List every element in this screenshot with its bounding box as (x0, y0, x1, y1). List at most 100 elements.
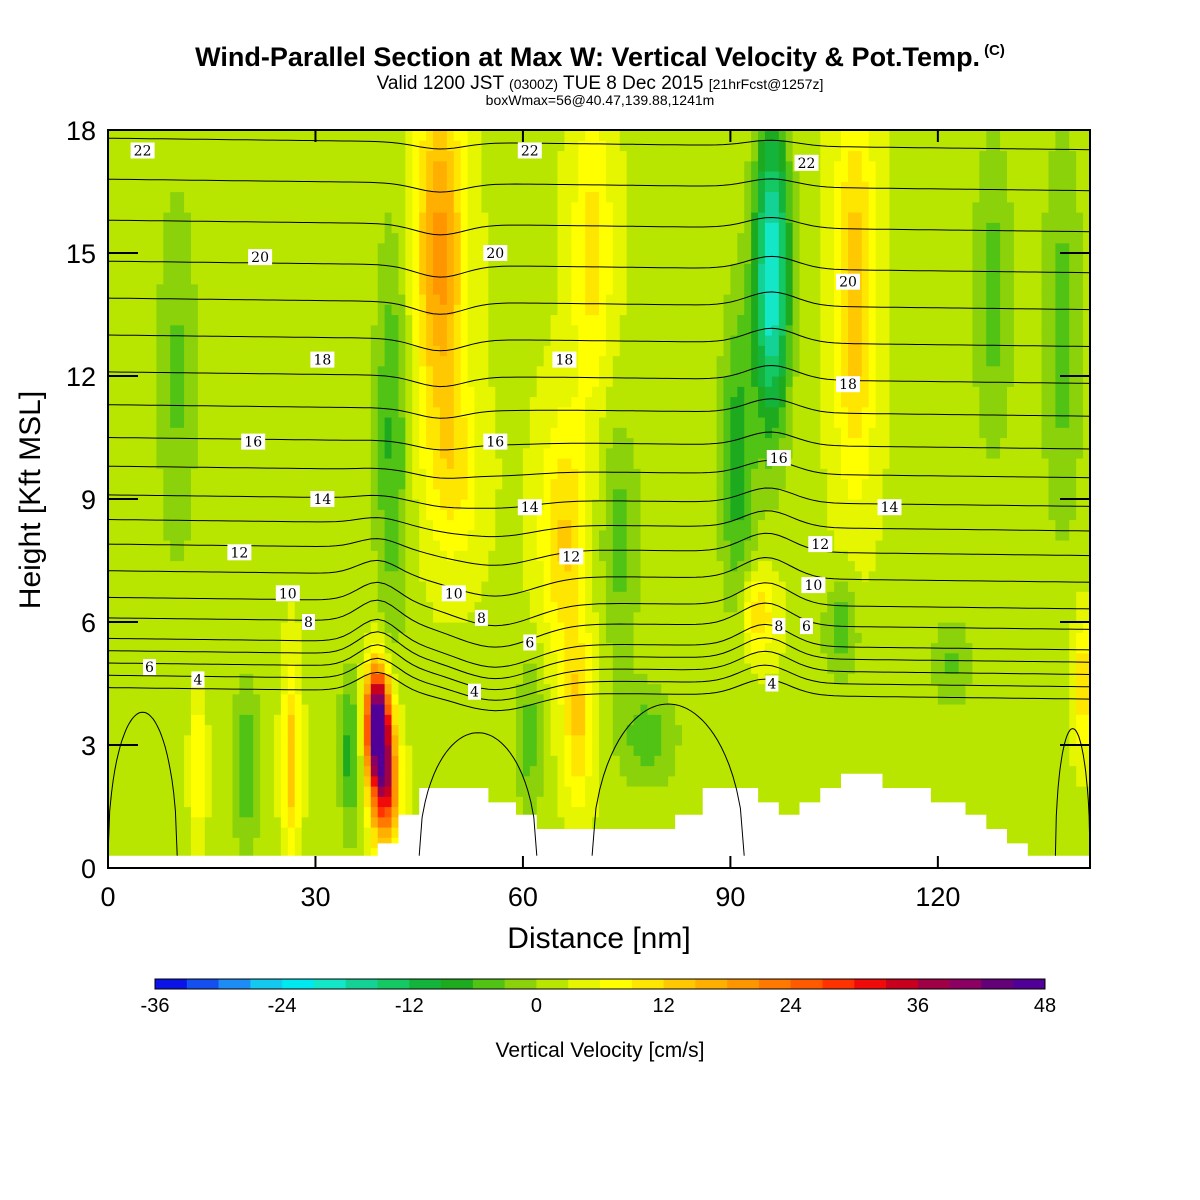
velocity-cell (267, 263, 275, 275)
velocity-cell (578, 242, 586, 254)
velocity-cell (446, 263, 455, 275)
velocity-cell (121, 324, 130, 336)
velocity-cell (336, 468, 344, 480)
velocity-cell (142, 796, 151, 808)
velocity-cell (211, 427, 220, 439)
velocity-cell (474, 171, 483, 182)
velocity-cell (239, 745, 247, 756)
velocity-cell (412, 324, 420, 336)
velocity-cell (433, 283, 441, 295)
velocity-cell (308, 406, 317, 418)
velocity-cell (460, 376, 469, 387)
velocity-cell (419, 652, 427, 664)
velocity-cell (204, 724, 213, 736)
velocity-cell (460, 611, 469, 623)
velocity-cell (177, 601, 185, 613)
velocity-cell (363, 622, 372, 633)
velocity-cell (336, 673, 344, 685)
velocity-cell (149, 324, 158, 336)
velocity-cell (481, 714, 489, 726)
velocity-cell (225, 570, 234, 582)
velocity-cell (578, 560, 586, 572)
velocity-cell (419, 427, 427, 439)
velocity-cell (363, 386, 372, 398)
velocity-cell (329, 601, 337, 613)
velocity-cell (253, 242, 261, 254)
velocity-cell (370, 827, 379, 838)
velocity-cell (156, 816, 164, 828)
velocity-cell (197, 263, 206, 275)
velocity-cell (294, 499, 303, 510)
velocity-cell (439, 550, 448, 562)
velocity-cell (578, 324, 586, 336)
velocity-cell (509, 365, 517, 377)
velocity-cell (495, 775, 503, 787)
velocity-cell (280, 140, 289, 152)
velocity-cell (550, 294, 559, 305)
velocity-cell (419, 273, 427, 285)
velocity-cell (481, 601, 489, 613)
velocity-cell (356, 222, 365, 234)
velocity-cell (419, 509, 427, 521)
velocity-cell (384, 437, 393, 449)
velocity-cell (350, 324, 358, 336)
velocity-cell (522, 263, 531, 275)
velocity-cell (170, 745, 178, 756)
velocity-cell (426, 324, 434, 336)
velocity-cell (267, 724, 275, 736)
velocity-cell (377, 765, 386, 777)
velocity-cell (474, 745, 483, 756)
chart-subline: boxWmax=56@40.47,139.88,1241m (485, 92, 715, 108)
velocity-cell (177, 755, 185, 767)
velocity-cell (287, 191, 296, 203)
velocity-cell (557, 663, 566, 674)
velocity-cell (170, 642, 178, 654)
velocity-cell (453, 704, 462, 715)
velocity-cell (453, 775, 462, 787)
velocity-cell (156, 365, 164, 377)
velocity-cell (356, 642, 365, 654)
velocity-cell (260, 406, 268, 418)
velocity-cell (419, 601, 427, 613)
velocity-cell (495, 488, 503, 500)
velocity-cell (564, 314, 572, 326)
velocity-cell (142, 837, 151, 849)
velocity-cell (343, 150, 351, 162)
velocity-cell (267, 499, 275, 510)
velocity-cell (522, 447, 531, 459)
velocity-cell (488, 581, 496, 592)
velocity-cell (280, 734, 289, 746)
velocity-cell (516, 417, 524, 428)
velocity-cell (446, 140, 455, 152)
velocity-cell (377, 365, 386, 377)
velocity-cell (232, 427, 240, 439)
velocity-cell (522, 755, 531, 767)
velocity-cell (426, 201, 434, 213)
velocity-cell (156, 355, 164, 367)
velocity-cell (557, 386, 566, 398)
velocity-cell (350, 468, 358, 480)
velocity-cell (177, 222, 185, 234)
velocity-cell (329, 437, 337, 449)
velocity-cell (343, 335, 351, 346)
velocity-cell (398, 775, 406, 787)
velocity-cell (163, 171, 171, 182)
velocity-cell (578, 519, 586, 531)
velocity-cell (204, 201, 213, 213)
velocity-cell (543, 734, 552, 746)
velocity-cell (495, 529, 503, 541)
velocity-cell (405, 591, 413, 603)
velocity-cell (336, 478, 344, 490)
velocity-cell (273, 458, 282, 469)
velocity-cell (474, 191, 483, 203)
velocity-cell (149, 704, 158, 715)
velocity-cell (391, 765, 400, 777)
velocity-cell (329, 294, 337, 305)
velocity-cell (142, 171, 151, 182)
velocity-cell (225, 560, 234, 572)
velocity-cell (114, 335, 123, 346)
velocity-cell (170, 324, 178, 336)
velocity-cell (177, 560, 185, 572)
velocity-cell (488, 273, 496, 285)
velocity-cell (308, 130, 317, 141)
